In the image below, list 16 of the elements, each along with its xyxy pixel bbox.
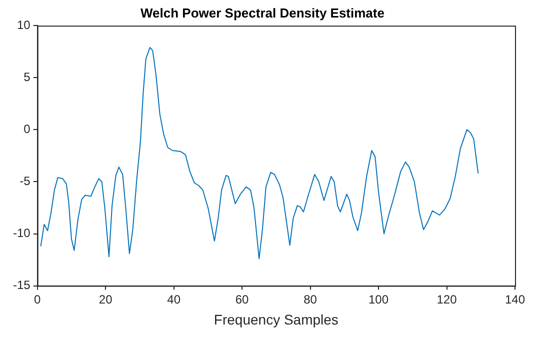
- x-tick-label: 120: [436, 292, 458, 306]
- x-tick-label: 0: [34, 292, 41, 306]
- x-tick-label: 80: [304, 292, 318, 306]
- chart-title: Welch Power Spectral Density Estimate: [140, 5, 384, 20]
- x-tick-label: 60: [235, 292, 250, 306]
- x-tick-label: 140: [504, 292, 526, 306]
- y-tick-label: 5: [24, 70, 31, 84]
- y-tick-label: -10: [13, 226, 31, 240]
- x-tick-label: 20: [98, 292, 113, 306]
- y-tick-label: -15: [13, 278, 31, 292]
- y-tick-label: -5: [20, 174, 31, 188]
- y-tick-label: 10: [16, 18, 31, 32]
- y-tick-label: 0: [24, 122, 31, 136]
- x-tick-label: 40: [167, 292, 181, 306]
- x-axis-title: Frequency Samples: [214, 311, 338, 328]
- x-tick-label: 100: [368, 292, 389, 306]
